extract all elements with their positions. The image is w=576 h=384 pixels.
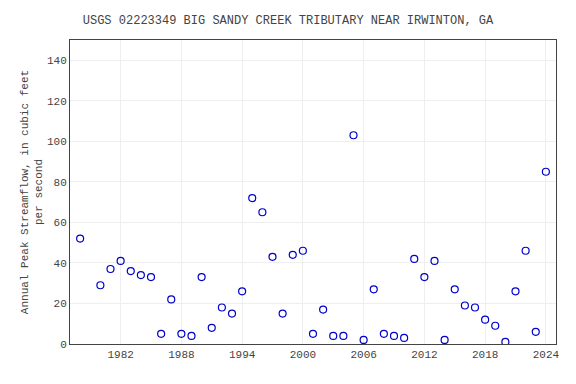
svg-text:2018: 2018 (472, 349, 498, 361)
svg-text:2000: 2000 (290, 349, 316, 361)
svg-text:120: 120 (47, 96, 67, 108)
svg-text:60: 60 (54, 217, 67, 229)
svg-text:2012: 2012 (411, 349, 437, 361)
svg-text:20: 20 (54, 298, 67, 310)
svg-text:1988: 1988 (168, 349, 194, 361)
svg-text:1982: 1982 (107, 349, 133, 361)
svg-text:100: 100 (47, 136, 67, 148)
svg-text:2006: 2006 (350, 349, 376, 361)
svg-text:Annual Peak Streamflow, in cub: Annual Peak Streamflow, in cubic feetper… (19, 70, 45, 314)
svg-text:80: 80 (54, 177, 67, 189)
svg-text:140: 140 (47, 55, 67, 67)
svg-text:40: 40 (54, 258, 67, 270)
svg-text:2024: 2024 (533, 349, 560, 361)
svg-text:0: 0 (60, 339, 67, 351)
svg-text:USGS 02223349 BIG SANDY CREEK: USGS 02223349 BIG SANDY CREEK TRIBUTARY … (83, 14, 494, 28)
svg-text:1994: 1994 (229, 349, 256, 361)
